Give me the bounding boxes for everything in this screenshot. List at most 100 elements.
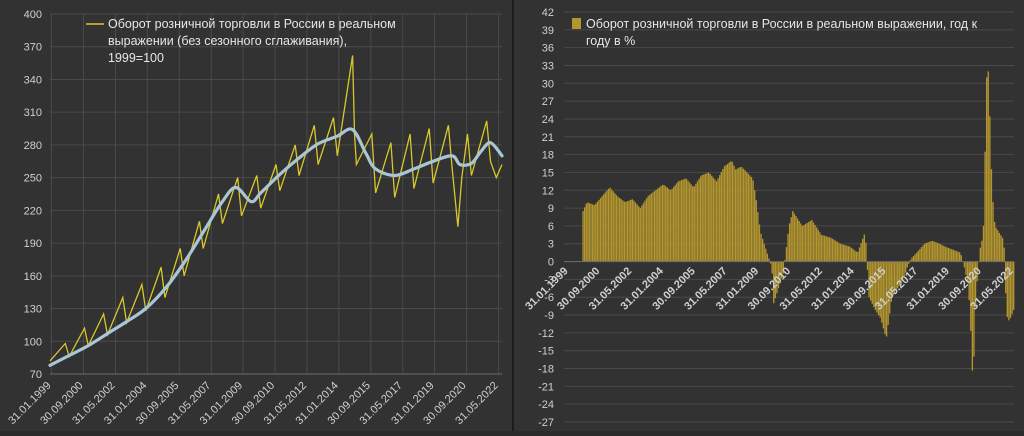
- bar: [638, 206, 640, 262]
- bar: [591, 204, 594, 262]
- bar: [995, 227, 997, 262]
- bar: [625, 201, 627, 262]
- bar: [642, 203, 645, 262]
- bar: [693, 186, 695, 262]
- legend-text-bar: Оборот розничной торговли в России в реа…: [586, 17, 978, 31]
- bar: [992, 202, 994, 262]
- bar: [839, 243, 842, 262]
- bar: [749, 175, 751, 262]
- bar: [827, 236, 829, 262]
- y-tick-label: 42: [542, 7, 554, 19]
- bar: [685, 178, 688, 262]
- bar: [814, 224, 816, 262]
- bar: [982, 225, 985, 262]
- bar: [916, 252, 918, 262]
- bar: [812, 222, 815, 262]
- bar: [728, 162, 730, 262]
- bar: [871, 261, 873, 304]
- bar: [838, 242, 840, 262]
- bar: [1005, 261, 1007, 294]
- bar: [609, 187, 611, 262]
- legend-text-line: 1999=100: [108, 51, 164, 65]
- bar: [879, 261, 881, 318]
- bar: [935, 242, 937, 262]
- bar: [792, 211, 794, 262]
- bar: [890, 261, 893, 302]
- retail-index-line-chart: 7010013016019022025028031034037040031.01…: [6, 9, 504, 427]
- bar: [819, 232, 821, 262]
- bar: [647, 195, 649, 262]
- bar: [707, 172, 710, 262]
- bar: [820, 234, 823, 262]
- bar: [661, 184, 664, 262]
- bar: [746, 172, 748, 262]
- y-tick-label: 130: [24, 304, 42, 316]
- bar: [706, 173, 708, 262]
- y-tick-label: 24: [542, 114, 554, 126]
- bar: [976, 261, 978, 282]
- bar: [717, 178, 719, 262]
- bar: [897, 261, 899, 289]
- bar: [725, 165, 727, 262]
- bar: [622, 200, 624, 262]
- bar: [671, 188, 673, 262]
- bar: [985, 77, 988, 262]
- y-tick-label: 220: [24, 205, 42, 217]
- bar: [604, 192, 606, 262]
- panel-divider: [512, 0, 514, 431]
- bar: [788, 223, 791, 262]
- bar: [738, 167, 740, 262]
- bar: [733, 165, 735, 262]
- bar: [997, 230, 999, 262]
- bar: [779, 261, 781, 284]
- bar: [846, 245, 848, 262]
- y-tick-label: 160: [24, 271, 42, 283]
- bar: [882, 261, 885, 329]
- right-chart-panel: -27 -24 -21 -18 -15 -12 -9 -6 -3 0 3 6 9 12 15 18 21 24 27…: [514, 0, 1024, 431]
- y-tick-label: -15: [538, 346, 554, 358]
- bar: [936, 242, 939, 262]
- bar: [808, 221, 810, 262]
- bar: [877, 261, 880, 316]
- bar: [895, 261, 897, 291]
- bar: [630, 199, 632, 262]
- bar: [1009, 261, 1012, 318]
- bar: [898, 261, 900, 286]
- bar: [676, 183, 678, 262]
- bar: [951, 249, 953, 262]
- bar: [919, 248, 921, 262]
- bar: [615, 195, 618, 262]
- bar: [719, 175, 721, 262]
- bar: [709, 173, 711, 262]
- bar: [784, 260, 786, 262]
- bar: [842, 244, 845, 262]
- bar: [965, 261, 967, 275]
- bar: [730, 161, 732, 262]
- bar: [806, 222, 808, 262]
- bar: [668, 188, 670, 262]
- bar: [698, 178, 700, 262]
- legend-text-bar: году в %: [586, 34, 635, 48]
- bar: [906, 261, 908, 268]
- bar: [939, 244, 942, 262]
- y-tick-label: 370: [24, 42, 42, 54]
- bar: [766, 253, 769, 262]
- bar: [793, 213, 796, 262]
- bar: [739, 166, 742, 262]
- bar: [633, 200, 635, 262]
- bar: [1008, 261, 1010, 321]
- bar: [757, 212, 759, 262]
- bar: [634, 202, 637, 262]
- bar: [585, 203, 587, 262]
- bar: [973, 261, 975, 357]
- bar: [601, 196, 603, 262]
- bar: [639, 208, 641, 262]
- bar: [866, 261, 869, 270]
- bar: [666, 187, 668, 262]
- bar: [695, 183, 697, 262]
- bar: [836, 241, 838, 262]
- bar: [672, 186, 675, 262]
- bar: [636, 204, 638, 262]
- y-tick-label: 340: [24, 74, 42, 86]
- bar: [963, 261, 966, 268]
